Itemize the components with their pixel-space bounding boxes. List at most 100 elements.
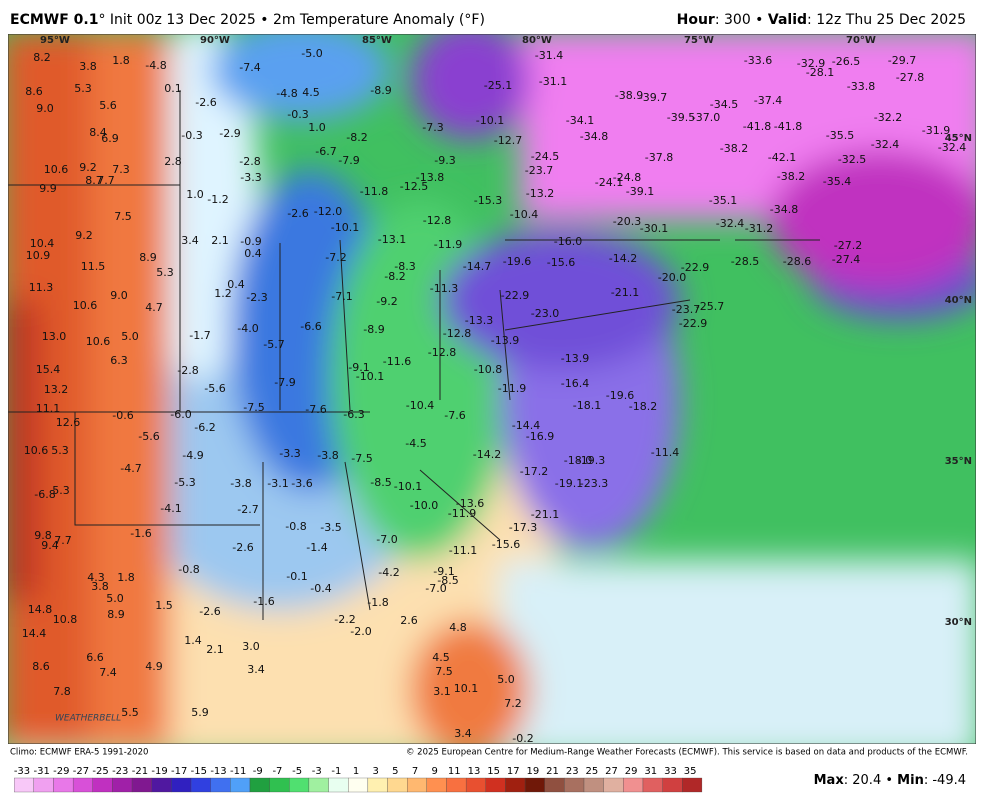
anomaly-label: -6.8 <box>34 488 55 501</box>
anomaly-label: 9.2 <box>79 161 97 174</box>
colorbar-tick-label: -9 <box>253 766 263 777</box>
anomaly-label: -21.1 <box>531 508 559 521</box>
anomaly-label: -4.1 <box>160 502 181 515</box>
colorbar-tick-label: 23 <box>566 766 579 777</box>
colorbar-cell <box>72 777 93 793</box>
anomaly-label: 6.6 <box>86 651 104 664</box>
anomaly-label: 13.2 <box>44 383 69 396</box>
anomaly-label: -4.9 <box>182 449 203 462</box>
anomaly-label: -41.8 <box>774 120 802 133</box>
colorbar-tick-label: -1 <box>331 766 341 777</box>
anomaly-label: -8.5 <box>370 476 391 489</box>
anomaly-label: -9.1 <box>348 361 369 374</box>
anomaly-label: -6.3 <box>343 408 364 421</box>
anomaly-label: -13.1 <box>378 233 406 246</box>
anomaly-label: -12.0 <box>314 205 342 218</box>
anomaly-label: 5.3 <box>51 444 69 457</box>
anomaly-label: -20.0 <box>658 271 686 284</box>
anomaly-label: -12.7 <box>494 134 522 147</box>
anomaly-label: -21.1 <box>611 286 639 299</box>
colorbar-cell <box>33 777 54 793</box>
anomaly-label: -11.8 <box>360 185 388 198</box>
anomaly-label: 1.4 <box>184 634 202 647</box>
anomaly-label: -19.6 <box>503 255 531 268</box>
anomaly-label: 0.4 <box>244 247 262 260</box>
anomaly-label: -7.1 <box>331 290 352 303</box>
anomaly-label: -1.6 <box>253 595 274 608</box>
anomaly-label: -3.8 <box>230 477 251 490</box>
colorbar-cell <box>131 777 152 793</box>
anomaly-label: -14.7 <box>463 260 491 273</box>
anomaly-label: -2.8 <box>239 155 260 168</box>
anomaly-label: -35.5 <box>826 129 854 142</box>
copyright: © 2025 European Centre for Medium-Range … <box>406 748 968 758</box>
anomaly-label: 8.9 <box>139 251 157 264</box>
anomaly-label: -11.9 <box>448 507 476 520</box>
anomaly-label: 0.4 <box>227 278 245 291</box>
anomaly-label: -15.3 <box>474 194 502 207</box>
anomaly-label: -3.1 <box>267 477 288 490</box>
stats: Max: 20.4 • Min: -49.4 <box>814 773 966 788</box>
anomaly-label: 0.1 <box>164 82 182 95</box>
anomaly-label: -16.4 <box>561 377 589 390</box>
anomaly-label: 8.4 <box>89 126 107 139</box>
colorbar-tick-label: -25 <box>92 766 108 777</box>
anomaly-label: -26.5 <box>832 55 860 68</box>
anomaly-label: -9.1 <box>433 565 454 578</box>
anomaly-label: 4.5 <box>432 651 450 664</box>
anomaly-label: -13.8 <box>416 171 444 184</box>
colorbar-cell <box>190 777 211 793</box>
anomaly-label: -18.2 <box>629 400 657 413</box>
longitude-label: 95°W <box>40 35 70 46</box>
anomaly-label: -2.6 <box>199 605 220 618</box>
anomaly-label: 9.9 <box>39 182 57 195</box>
anomaly-label: -24.5 <box>531 150 559 163</box>
colorbar-cell <box>171 777 192 793</box>
anomaly-label: 4.8 <box>449 621 467 634</box>
colorbar-cell <box>210 777 231 793</box>
anomaly-label: 14.8 <box>28 603 53 616</box>
anomaly-label: -3.3 <box>279 447 300 460</box>
anomaly-label: -3.8 <box>317 449 338 462</box>
anomaly-label: -37.0 <box>692 111 720 124</box>
colorbar-cell <box>426 777 447 793</box>
anomaly-label: -3.5 <box>320 521 341 534</box>
text-part: ° Init 00z 13 Dec 2025 • 2m Temperature … <box>98 12 484 28</box>
anomaly-label: 3.0 <box>242 640 260 653</box>
anomaly-label: 7.8 <box>53 685 71 698</box>
anomaly-label: -0.8 <box>285 520 306 533</box>
anomaly-label: -7.2 <box>325 251 346 264</box>
anomaly-label: -28.5 <box>731 255 759 268</box>
anomaly-label: -7.6 <box>444 409 465 422</box>
anomaly-label: -7.9 <box>274 376 295 389</box>
colorbar-tick-label: -19 <box>151 766 167 777</box>
anomaly-label: -7.5 <box>243 401 264 414</box>
anomaly-label: 1.5 <box>155 599 173 612</box>
anomaly-label: -10.1 <box>394 480 422 493</box>
anomaly-label: 14.4 <box>22 627 47 640</box>
anomaly-label: -34.5 <box>710 98 738 111</box>
anomaly-label: 9.4 <box>41 539 59 552</box>
anomaly-label: -12.8 <box>428 346 456 359</box>
anomaly-label: -7.4 <box>239 61 260 74</box>
colorbar-cell <box>249 777 270 793</box>
anomaly-label: -32.9 <box>797 57 825 70</box>
anomaly-label: -12.8 <box>423 214 451 227</box>
anomaly-label: -11.6 <box>383 355 411 368</box>
anomaly-label: 2.6 <box>400 614 418 627</box>
anomaly-label: 7.2 <box>504 697 522 710</box>
anomaly-label: -23.7 <box>672 303 700 316</box>
colorbar-tick-label: 13 <box>468 766 481 777</box>
anomaly-label: -8.3 <box>394 260 415 273</box>
anomaly-label: -8.2 <box>384 270 405 283</box>
anomaly-label: 9.2 <box>75 229 93 242</box>
anomaly-label: -23.7 <box>525 164 553 177</box>
anomaly-label: -18.1 <box>573 399 601 412</box>
anomaly-label: -33.6 <box>744 54 772 67</box>
anomaly-label: -18.0 <box>564 454 592 467</box>
anomaly-label: -14.2 <box>473 448 501 461</box>
anomaly-label: -7.0 <box>425 582 446 595</box>
text-part: : 12z Thu 25 Dec 2025 <box>807 12 966 28</box>
colorbar-tick-label: 35 <box>684 766 697 777</box>
colorbar-cell <box>112 777 133 793</box>
